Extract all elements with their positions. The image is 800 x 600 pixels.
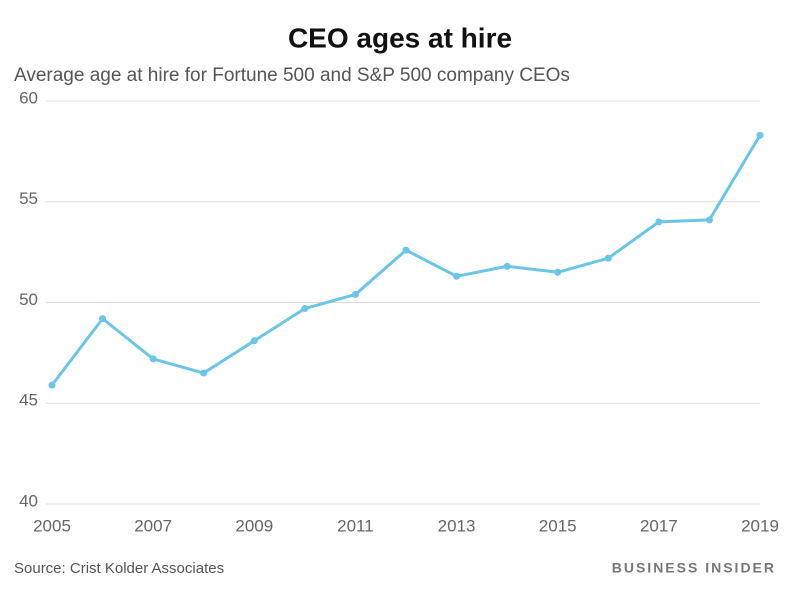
point (756, 131, 764, 139)
y-tick-label: 50 (19, 290, 38, 309)
point (554, 268, 562, 276)
point (200, 369, 208, 377)
y-tick-label: 40 (19, 491, 38, 510)
x-tick-label: 2019 (741, 516, 779, 535)
x-tick-label: 2013 (438, 516, 476, 535)
point (604, 254, 612, 262)
point (301, 305, 309, 313)
point (48, 381, 56, 389)
line (50, 134, 762, 387)
y-tick-label: 45 (19, 391, 38, 410)
x-tick-label: 2015 (539, 516, 577, 535)
point (250, 337, 258, 345)
x-tick-label: 2005 (33, 516, 71, 535)
point (149, 355, 157, 363)
y-tick-label: 60 (19, 88, 38, 107)
x-tick-label: 2011 (337, 516, 374, 535)
point (402, 246, 410, 254)
y-tick-label: 55 (19, 189, 38, 208)
point (453, 272, 461, 280)
x-tick-label: 2017 (640, 516, 678, 535)
point (705, 216, 713, 224)
chart-title: CEO ages at hire (288, 22, 512, 53)
x-tick-label: 2007 (134, 516, 172, 535)
source: Source: Crist Kolder Associates (14, 560, 224, 577)
point (351, 290, 359, 298)
x-tick-label: 2009 (235, 516, 273, 535)
point (655, 218, 663, 226)
brand: BUSINESS INSIDER (612, 560, 776, 576)
chart-subtitle: Average age at hire for Fortune 500 and … (14, 65, 570, 86)
point (99, 315, 107, 323)
point (503, 262, 511, 270)
